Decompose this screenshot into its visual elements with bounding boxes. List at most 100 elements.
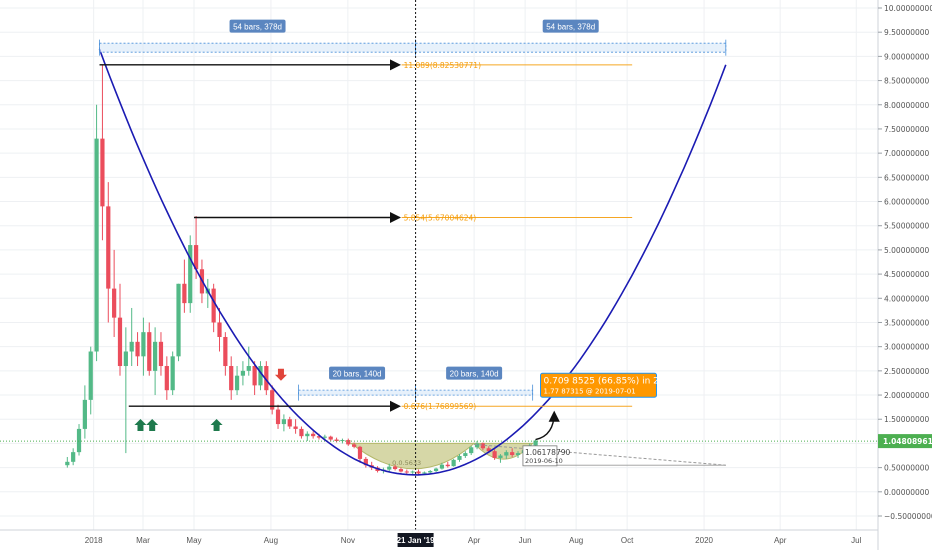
candle-body — [346, 440, 351, 445]
price-tick-label: 9.00000000 — [884, 52, 930, 61]
candle-body — [252, 366, 257, 386]
candle-body — [100, 138, 105, 207]
projection-arrow — [535, 410, 560, 441]
date-range-label: 20 bars, 140d — [450, 370, 499, 379]
candle-body — [392, 466, 398, 470]
small-fib-label: 0.0.5633 — [392, 459, 421, 467]
candle-body — [416, 471, 421, 474]
candle-body — [112, 288, 117, 318]
candle-body — [135, 341, 140, 357]
grid — [0, 0, 878, 530]
candle-body — [129, 341, 134, 352]
point-label-date: 2019-06-10 — [525, 457, 563, 465]
price-tick-label: 2.00000000 — [884, 391, 930, 400]
date-range-box — [415, 42, 727, 53]
candle-body — [316, 436, 322, 438]
time-tick-label: Nov — [341, 536, 355, 545]
candle-body — [71, 452, 76, 462]
date-range-label: 20 bars, 140d — [333, 370, 382, 379]
candle-body — [141, 332, 146, 357]
candle-body — [311, 433, 316, 437]
time-tick-label: 2020 — [695, 536, 713, 545]
fib-level-label: 0.676(1.76899569) — [404, 402, 477, 411]
time-tick-label: Apr — [468, 536, 481, 545]
candle-body — [217, 322, 222, 337]
buy-arrow-icon — [210, 419, 223, 432]
candle-body — [275, 409, 281, 425]
candle-body — [469, 447, 474, 454]
price-tick-label: 7.50000000 — [884, 125, 930, 134]
price-tick-label: −0.50000000 — [884, 512, 932, 521]
candle-body — [428, 471, 433, 473]
candle-body — [153, 341, 158, 371]
candle-body — [480, 443, 486, 449]
date-range-box — [99, 42, 416, 53]
candle-body — [211, 288, 216, 323]
price-tick-label: 5.00000000 — [884, 246, 930, 255]
projection-box-line1: 0.709 8525 (66.85%) in 21d — [544, 376, 671, 386]
candle-body — [439, 464, 445, 469]
candle-body — [164, 366, 169, 391]
candle-body — [88, 351, 93, 400]
candle-body — [94, 138, 99, 352]
candle-body — [193, 245, 199, 270]
candle-body — [410, 471, 415, 473]
candle-body — [463, 453, 468, 457]
date-range-label-bg — [542, 19, 599, 33]
price-tick-label: 9.50000000 — [884, 28, 930, 37]
candle-body — [229, 366, 234, 391]
candle-body — [293, 426, 298, 429]
center-date-label: 21 Jan '19 — [397, 536, 435, 545]
price-tick-label: 0.50000000 — [884, 464, 930, 473]
time-tick-label: Apr — [774, 536, 787, 545]
candle-body — [170, 356, 175, 391]
candle-body — [264, 366, 269, 391]
fib-level-label: 5.854(5.67004624) — [404, 213, 477, 222]
candle-body — [445, 464, 450, 467]
candle-body — [404, 471, 409, 473]
price-tick-label: 3.50000000 — [884, 318, 930, 327]
projection-box — [540, 372, 658, 398]
candle-body — [322, 436, 327, 438]
time-tick-label: Oct — [621, 536, 634, 545]
candle-body — [246, 366, 251, 371]
price-tick-label: 1.50000000 — [884, 415, 930, 424]
center-date-tag — [397, 533, 434, 547]
candle-body — [299, 428, 304, 437]
price-tick-label: 2.50000000 — [884, 367, 930, 376]
candle-body — [422, 472, 427, 474]
candle-body — [182, 283, 187, 304]
date-range-label-bg — [446, 366, 503, 380]
candle-body — [305, 433, 310, 437]
candle-body — [147, 332, 152, 371]
candle-body — [234, 375, 240, 391]
candle-body — [158, 341, 164, 367]
candle-body — [328, 436, 333, 440]
candle-body — [474, 443, 480, 448]
price-tick-label: 6.00000000 — [884, 198, 930, 207]
candle-body — [533, 440, 538, 446]
candle-body — [504, 452, 509, 456]
date-range-label: 54 bars, 378d — [546, 23, 595, 32]
date-range-box — [298, 389, 416, 396]
buy-arrow-icon — [146, 419, 159, 432]
time-tick-label: Mar — [136, 536, 150, 545]
candle-body — [433, 468, 439, 472]
candle-body — [223, 336, 228, 367]
trend-line — [474, 443, 726, 466]
candle-body — [340, 440, 345, 442]
candle-body — [498, 455, 503, 458]
candle-body — [240, 370, 246, 376]
fib-level-label: 11.089(8.82530771) — [404, 61, 481, 70]
price-tick-label: 5.50000000 — [884, 222, 930, 231]
buy-arrow-icon — [134, 419, 147, 432]
candle-body — [106, 206, 111, 289]
candle-body — [398, 469, 404, 472]
time-tick-label: Aug — [264, 536, 278, 545]
drawings: 11.089(8.82530771) 5.854(5.67004624) 0.676… — [0, 0, 878, 530]
current-price-tag — [878, 434, 932, 449]
candle-body — [451, 459, 456, 467]
time-tick-label: May — [186, 536, 201, 545]
sell-arrow-icon — [274, 368, 287, 381]
